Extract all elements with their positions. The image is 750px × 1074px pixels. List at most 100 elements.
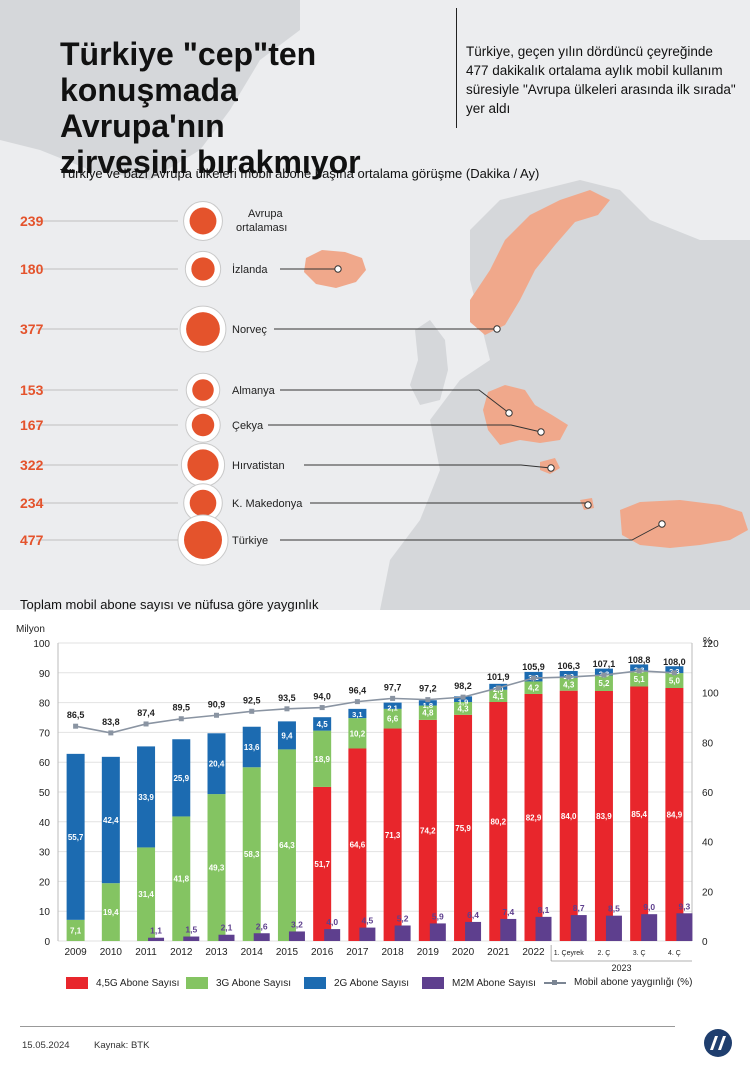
line-point-3 bbox=[178, 716, 184, 722]
bar-2g-0 bbox=[66, 753, 85, 920]
bubble-target-4 bbox=[537, 428, 545, 436]
bar-label-3g-3: 41,8 bbox=[173, 875, 189, 884]
bar-3g-0 bbox=[66, 919, 85, 941]
bar-label-m2m-16: 9,0 bbox=[643, 902, 655, 912]
bar-m2m-12 bbox=[500, 918, 517, 941]
legend-item-3g: 3G Abone Sayısı bbox=[186, 977, 291, 989]
bar-label-2g-11: 1,9 bbox=[458, 697, 468, 706]
line-point-12 bbox=[495, 685, 501, 691]
line-label-5: 92,5 bbox=[243, 695, 261, 705]
title-line-1: Türkiye "cep"ten bbox=[60, 36, 317, 72]
line-point-17 bbox=[671, 670, 677, 676]
line-label-7: 94,0 bbox=[313, 692, 331, 702]
bar-label-3g-7: 18,9 bbox=[314, 755, 330, 764]
bar-3g-12 bbox=[489, 689, 508, 703]
bar-label-3g-16: 5,1 bbox=[634, 675, 646, 684]
aa-logo-icon bbox=[704, 1029, 732, 1057]
bubble-label-5: Hırvatistan bbox=[232, 460, 285, 472]
bar-label-4-5g-15: 83,9 bbox=[596, 812, 612, 821]
bar-m2m-3 bbox=[183, 936, 200, 941]
x-tick-13: 2022 bbox=[522, 947, 545, 958]
legend-item-penetration: Mobil abone yaygınlığı (%) bbox=[544, 977, 692, 988]
line-point-13 bbox=[531, 675, 536, 681]
germany-czechia-shape bbox=[483, 385, 568, 445]
bubble-value-1: 180 bbox=[20, 261, 44, 277]
bar-label-m2m-9: 5,2 bbox=[397, 914, 409, 924]
bar-2g-1 bbox=[101, 756, 120, 884]
bubble-3 bbox=[192, 379, 214, 401]
bubble-target-5 bbox=[547, 464, 555, 472]
x-tick-7: 2016 bbox=[311, 947, 334, 958]
bar-m2m-8 bbox=[359, 927, 376, 941]
x-tick-2: 2011 bbox=[135, 947, 157, 958]
line-point-11 bbox=[460, 694, 466, 700]
x-tick-8: 2017 bbox=[346, 947, 369, 958]
bar-2g-6 bbox=[277, 721, 296, 750]
bar-label-3g-10: 4,8 bbox=[422, 709, 434, 718]
bar-label-3g-8: 10,2 bbox=[350, 729, 366, 738]
bar-4-5g-12 bbox=[489, 702, 508, 941]
bubble-chart-title: Türkiye ve bazı Avrupa ülkeleri mobil ab… bbox=[60, 166, 540, 181]
main-title: Türkiye "cep"ten konuşmada Avrupa'nın zi… bbox=[60, 36, 390, 180]
bubble-leader-3 bbox=[280, 389, 510, 414]
bar-label-2g-2: 33,9 bbox=[138, 793, 154, 802]
bubble-label-3: Almanya bbox=[232, 385, 276, 397]
bar-3g-2 bbox=[137, 847, 156, 941]
bar-m2m-9 bbox=[394, 925, 411, 941]
bubble-target-1 bbox=[334, 265, 342, 273]
y-tick-right-60: 60 bbox=[702, 788, 714, 799]
line-point-0 bbox=[73, 723, 79, 729]
y-tick-right-100: 100 bbox=[702, 689, 719, 700]
bar-label-3g-6: 64,3 bbox=[279, 841, 295, 850]
bubble-value-6: 234 bbox=[20, 495, 44, 511]
y-tick-left-50: 50 bbox=[39, 788, 51, 799]
bar-label-3g-0: 7,1 bbox=[70, 926, 82, 935]
bubble-target-7 bbox=[658, 520, 666, 528]
line-label-13: 105,9 bbox=[522, 662, 545, 672]
bar-4-5g-9 bbox=[383, 728, 402, 941]
line-point-2 bbox=[143, 721, 149, 727]
bubble-1 bbox=[191, 257, 215, 281]
bar-2g-17 bbox=[665, 666, 684, 674]
bar-label-3g-2: 31,4 bbox=[138, 890, 154, 899]
bar-label-3g-12: 4,1 bbox=[493, 692, 505, 701]
bar-3g-13 bbox=[524, 681, 543, 694]
line-label-6: 93,5 bbox=[278, 693, 296, 703]
bubble-label-0: Avrupa bbox=[248, 208, 284, 220]
bar-2g-4 bbox=[207, 733, 226, 795]
legend-swatch-m2m bbox=[422, 977, 444, 989]
bar-m2m-7 bbox=[324, 929, 341, 941]
y-tick-right-40: 40 bbox=[702, 838, 714, 849]
bar-3g-15 bbox=[594, 675, 613, 691]
bar-label-3g-9: 6,6 bbox=[387, 715, 399, 724]
x-tick-9: 2018 bbox=[381, 947, 404, 958]
bar-m2m-4 bbox=[218, 934, 235, 941]
line-point-16 bbox=[636, 668, 642, 674]
bar-3g-7 bbox=[313, 730, 332, 787]
line-label-11: 98,2 bbox=[454, 681, 472, 691]
legend-item-m2m: M2M Abone Sayısı bbox=[422, 977, 536, 989]
bar-label-m2m-3: 1,5 bbox=[185, 925, 197, 935]
bubble-leader-7 bbox=[280, 523, 663, 541]
line-label-9: 97,7 bbox=[384, 682, 402, 692]
bar-4-5g-7 bbox=[313, 786, 332, 941]
map-background bbox=[0, 0, 750, 610]
y-tick-right-120: 120 bbox=[702, 639, 719, 650]
line-label-4: 90,9 bbox=[208, 699, 226, 709]
bar-2g-10 bbox=[418, 700, 437, 706]
y-tick-left-10: 10 bbox=[39, 907, 51, 918]
bar-label-4-5g-8: 64,6 bbox=[350, 841, 366, 850]
x-tick-12: 2021 bbox=[487, 947, 510, 958]
line-label-12: 101,9 bbox=[487, 672, 510, 682]
bar-label-2g-9: 2,1 bbox=[387, 704, 397, 713]
bubble-5 bbox=[187, 449, 219, 481]
y-tick-left-40: 40 bbox=[39, 818, 51, 829]
bubble-value-7: 477 bbox=[20, 532, 44, 548]
bar-label-3g-13: 4,2 bbox=[528, 684, 540, 693]
bar-3g-3 bbox=[172, 816, 191, 941]
bar-label-4-5g-11: 75,9 bbox=[455, 824, 471, 833]
bar-3g-8 bbox=[348, 718, 367, 749]
bar-label-4-5g-14: 84,0 bbox=[561, 812, 577, 821]
bar-3g-5 bbox=[242, 767, 261, 941]
bubble-label-7: Türkiye bbox=[232, 535, 268, 547]
